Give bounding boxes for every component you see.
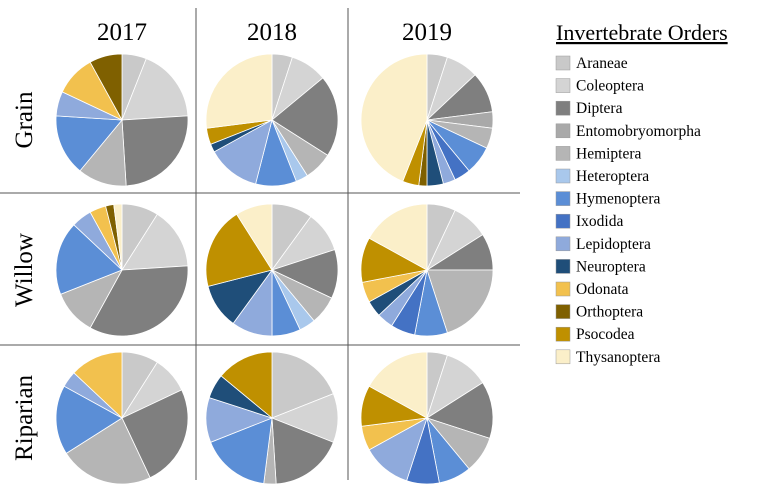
legend-swatch xyxy=(555,326,571,342)
legend-swatch xyxy=(555,349,571,365)
legend-label: Hemiptera xyxy=(576,145,642,162)
legend-swatch xyxy=(555,304,571,319)
pie-slice xyxy=(205,213,273,287)
legend-label: Orthoptera xyxy=(576,304,643,321)
pie-slice xyxy=(426,269,494,334)
legend-label: Heteroptera xyxy=(576,168,649,185)
legend-label: Neuroptera xyxy=(576,258,646,275)
legend-swatch xyxy=(555,191,571,206)
pie-slice xyxy=(121,58,189,121)
legend-label: Diptera xyxy=(576,100,623,117)
row-header: Willow xyxy=(11,233,38,307)
pie-slice xyxy=(426,382,494,439)
legend-label: Thysanoptera xyxy=(576,349,660,366)
column-header: 2019 xyxy=(402,19,452,46)
pie-slice xyxy=(55,224,123,295)
pie-slice xyxy=(236,203,273,272)
pie-slice xyxy=(89,53,123,121)
pie-slice xyxy=(271,417,334,484)
pie-slice xyxy=(121,115,189,187)
legend-swatch xyxy=(555,168,571,184)
pie-slice xyxy=(121,389,189,479)
legend-label: Ixodida xyxy=(576,213,623,230)
pie-slice xyxy=(360,53,428,182)
legend-label: Entomobryomorpha xyxy=(576,123,701,140)
legend-title: Invertebrate Orders xyxy=(556,20,728,45)
row-header: Grain xyxy=(11,91,38,148)
pie-slice xyxy=(55,115,123,172)
pie-slice xyxy=(205,53,273,129)
pie-slice xyxy=(121,213,189,271)
legend-label: Psocodea xyxy=(576,326,635,343)
legend-swatch xyxy=(555,123,571,139)
legend-swatch xyxy=(555,281,571,297)
legend-swatch xyxy=(555,146,571,161)
column-header: 2017 xyxy=(97,19,147,46)
legend-swatch xyxy=(555,55,571,71)
pie-slice xyxy=(73,351,123,419)
legend-label: Coleoptera xyxy=(576,78,644,95)
legend-swatch xyxy=(555,78,571,93)
pie-slice xyxy=(271,351,334,419)
pie-slice xyxy=(65,417,151,484)
pie-slice xyxy=(220,351,273,419)
legend-label: Lepidoptera xyxy=(576,236,651,253)
pie-slice xyxy=(113,203,123,271)
legend-swatch xyxy=(555,236,571,252)
legend-swatch xyxy=(555,259,571,274)
row-header: Riparian xyxy=(11,374,38,461)
pie-slice xyxy=(368,203,428,271)
pie-slice xyxy=(55,385,123,454)
legend-label: Araneae xyxy=(576,55,628,72)
column-header: 2018 xyxy=(247,19,297,46)
legend-swatch xyxy=(555,213,571,229)
legend-swatch xyxy=(555,100,571,116)
pie-slice xyxy=(210,417,273,484)
pie-slice xyxy=(368,351,428,419)
legend-label: Hymenoptera xyxy=(576,191,660,208)
pie-slice xyxy=(271,77,339,156)
legend-label: Odonata xyxy=(576,281,629,298)
